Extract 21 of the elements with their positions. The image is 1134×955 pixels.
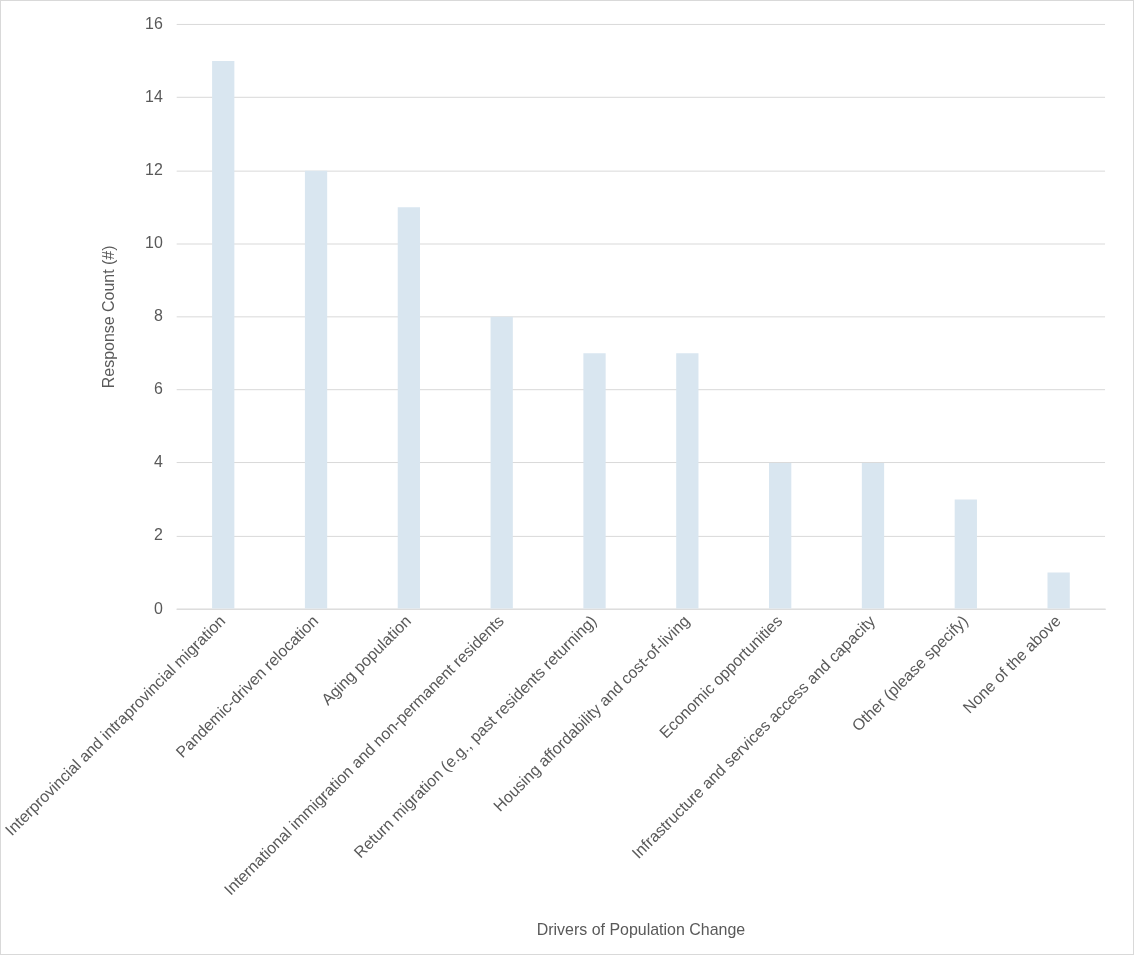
bar	[397, 207, 421, 609]
bar	[676, 353, 699, 609]
y-tick-label: 10	[145, 234, 163, 252]
y-tick-label: 0	[153, 599, 163, 617]
bar	[954, 499, 977, 609]
y-tick-label: 14	[145, 88, 163, 106]
bar	[490, 316, 513, 609]
y-tick-label: 6	[153, 380, 163, 398]
y-tick-label: 8	[153, 307, 163, 325]
y-tick-label: 16	[145, 14, 163, 32]
bar	[212, 61, 235, 609]
bar	[769, 462, 792, 609]
bar	[304, 170, 328, 609]
y-tick-label: 2	[153, 526, 163, 544]
x-axis-title: Drivers of Population Change	[536, 920, 746, 938]
y-tick-label: 4	[153, 453, 163, 471]
bar	[861, 462, 885, 609]
bar	[1047, 572, 1070, 609]
bar	[583, 353, 606, 609]
y-axis-title: Response Count (#)	[99, 245, 117, 389]
y-tick-label: 12	[145, 161, 163, 179]
